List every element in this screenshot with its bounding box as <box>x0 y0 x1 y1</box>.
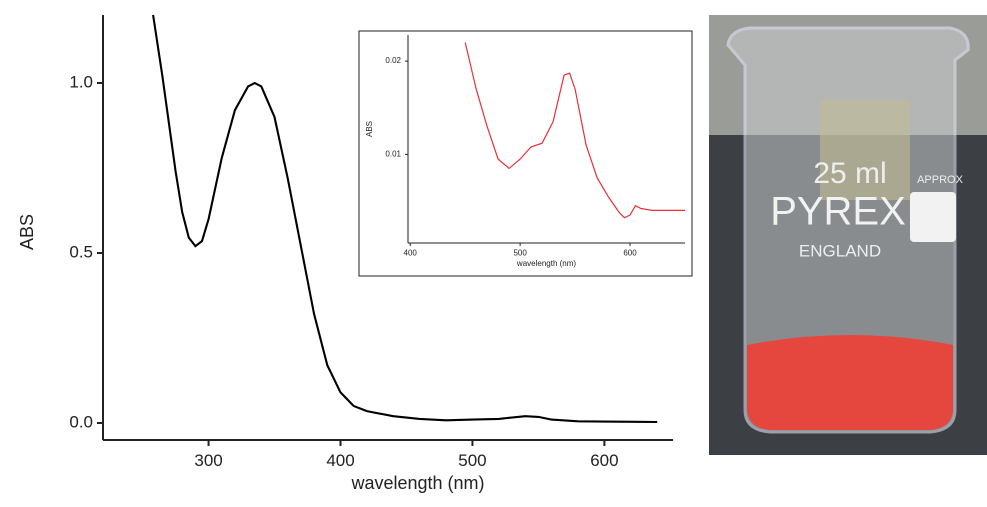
photo-origin: ENGLAND <box>799 241 881 260</box>
photo-brand: PYREX <box>770 190 906 234</box>
photo-note: APPROX <box>917 174 964 186</box>
x-axis-label: wavelength (nm) <box>516 259 576 268</box>
y-tick-label: 0.5 <box>69 242 93 261</box>
x-tick-label: 500 <box>513 248 527 257</box>
x-tick-label: 400 <box>326 451 354 470</box>
liquid <box>747 335 953 430</box>
x-axis-label: wavelength (nm) <box>350 473 484 493</box>
x-tick-label: 600 <box>623 248 637 257</box>
x-tick-label: 300 <box>194 451 222 470</box>
y-tick-label: 1.0 <box>69 72 93 91</box>
data-line <box>152 14 658 424</box>
y-tick-label: 0.01 <box>385 149 401 158</box>
photo-volume: 25 ml <box>813 157 886 190</box>
x-tick-label: 600 <box>590 451 618 470</box>
y-tick-label: 0.0 <box>69 412 93 431</box>
x-tick-label: 400 <box>404 248 418 257</box>
beaker <box>726 26 970 434</box>
photo-white-patch <box>910 192 956 242</box>
y-axis-label: ABS <box>365 121 374 137</box>
data-line <box>464 42 685 219</box>
photo: 25 ml PYREX ENGLAND APPROX <box>709 15 987 455</box>
x-tick-label: 500 <box>458 451 486 470</box>
y-axis-label: ABS <box>17 214 37 250</box>
y-tick-label: 0.02 <box>385 56 401 65</box>
